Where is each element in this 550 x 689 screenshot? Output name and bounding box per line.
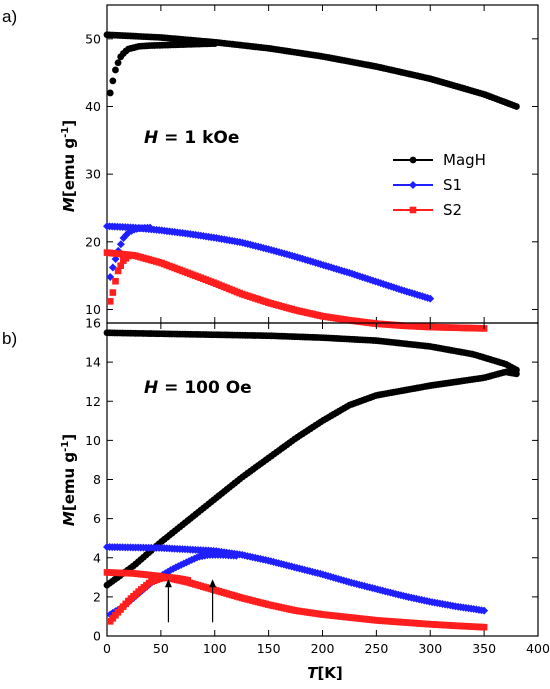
panel-b-frame xyxy=(106,322,539,637)
data-point-S2-fc xyxy=(480,623,488,631)
data-point-MagH-zfc xyxy=(112,66,119,74)
legend-marker xyxy=(409,206,417,214)
panel-a-series xyxy=(103,31,520,332)
legend-label: S1 xyxy=(443,176,462,194)
data-point-MagH-zfc xyxy=(106,89,114,97)
x-tick-label: 250 xyxy=(364,641,388,656)
panel-a: a) 10 20 30 40 50 H = 1 kOe MagH S1 S2 M[emu g… xyxy=(2,4,539,332)
x-tick-label: 150 xyxy=(257,641,281,656)
panel-a-ticks xyxy=(106,5,539,323)
data-point-S2-zfc xyxy=(109,289,117,296)
y-tick-label: 10 xyxy=(85,433,101,448)
legend: MagH S1 S2 xyxy=(393,151,486,219)
legend-item-S1: S1 xyxy=(393,176,462,194)
panel-b: b) 0 2 4 6 8 10 12 14 16 0 50 100 150 200 250 300 350 40… xyxy=(2,316,550,683)
x-tick-label: 50 xyxy=(153,641,169,656)
arrow-head xyxy=(164,579,172,588)
legend-item-S2: S2 xyxy=(393,201,462,219)
y-tick-label: 6 xyxy=(93,511,101,526)
data-point-MagH-zfc xyxy=(109,77,117,85)
data-point-S2-zfc xyxy=(112,277,119,285)
y-tick-label: 8 xyxy=(93,472,101,487)
panel-a-y-axis-title: M[emu g-1] xyxy=(60,120,78,212)
data-point-S1-zfc xyxy=(232,551,241,560)
x-tick-label: 100 xyxy=(203,641,227,656)
legend-marker xyxy=(409,156,417,164)
data-point-MagH-zfc xyxy=(114,59,122,67)
y-tick-label: 30 xyxy=(85,167,101,182)
y-tick-label: 50 xyxy=(85,31,101,46)
y-tick-label: 16 xyxy=(85,316,101,331)
panel-a-y-tick-labels: 10 20 30 40 50 xyxy=(85,31,101,317)
panel-b-x-tick-labels: 0 50 100 150 200 250 300 350 400 xyxy=(103,641,550,656)
x-tick-label: 400 xyxy=(526,641,550,656)
y-tick-label: 40 xyxy=(85,99,101,114)
y-tick-label: 20 xyxy=(85,234,101,249)
y-tick-label: 12 xyxy=(85,394,101,409)
x-tick-label: 0 xyxy=(103,641,111,656)
data-point-S2-zfc xyxy=(106,298,114,305)
series-S1 xyxy=(103,542,489,619)
data-point-S1-zfc xyxy=(116,240,125,249)
x-axis-title: T[K] xyxy=(307,664,343,682)
panel-b-series xyxy=(103,329,520,631)
y-tick-label: 10 xyxy=(85,302,101,317)
x-tick-label: 350 xyxy=(472,641,496,656)
data-point-MagH-zfc xyxy=(513,370,520,378)
x-tick-label: 300 xyxy=(418,641,442,656)
series-S1 xyxy=(103,222,435,303)
panel-b-ticks xyxy=(106,322,539,637)
series-S2 xyxy=(103,569,488,631)
panel-a-label: a) xyxy=(2,7,17,26)
data-point-S1-fc xyxy=(480,606,489,615)
series-MagH xyxy=(103,31,520,110)
panel-a-field-annotation: H = 1 kOe xyxy=(144,128,239,148)
data-point-S1-zfc xyxy=(146,223,155,232)
data-point-S2-zfc xyxy=(125,252,132,260)
panel-b-arrows xyxy=(164,579,217,623)
y-tick-label: 2 xyxy=(93,589,101,604)
legend-item-MagH: MagH xyxy=(393,151,486,169)
series-MagH xyxy=(103,329,520,589)
data-point-S2-zfc xyxy=(117,262,124,270)
legend-label: MagH xyxy=(443,151,486,169)
arrow-head xyxy=(209,579,217,588)
x-tick-label: 200 xyxy=(311,641,335,656)
data-point-MagH-fc xyxy=(513,103,520,110)
panel-b-label: b) xyxy=(2,329,17,348)
data-point-S2-zfc xyxy=(114,267,122,275)
y-tick-label: 0 xyxy=(93,629,101,644)
series-S2 xyxy=(103,249,488,332)
panel-b-y-axis-title: M[emu g-1] xyxy=(60,434,78,526)
y-tick-label: 4 xyxy=(93,550,101,565)
panel-b-y-tick-labels: 0 2 4 6 8 10 12 14 16 xyxy=(85,316,101,644)
y-tick-label: 14 xyxy=(85,355,101,370)
data-point-S1-fc xyxy=(426,294,435,303)
legend-label: S2 xyxy=(443,201,462,219)
data-point-S1-zfc xyxy=(122,231,131,240)
legend-marker xyxy=(409,181,417,189)
data-point-MagH-zfc xyxy=(211,40,219,47)
data-point-S2-zfc xyxy=(184,576,192,584)
panel-b-field-annotation: H = 100 Oe xyxy=(144,378,252,398)
